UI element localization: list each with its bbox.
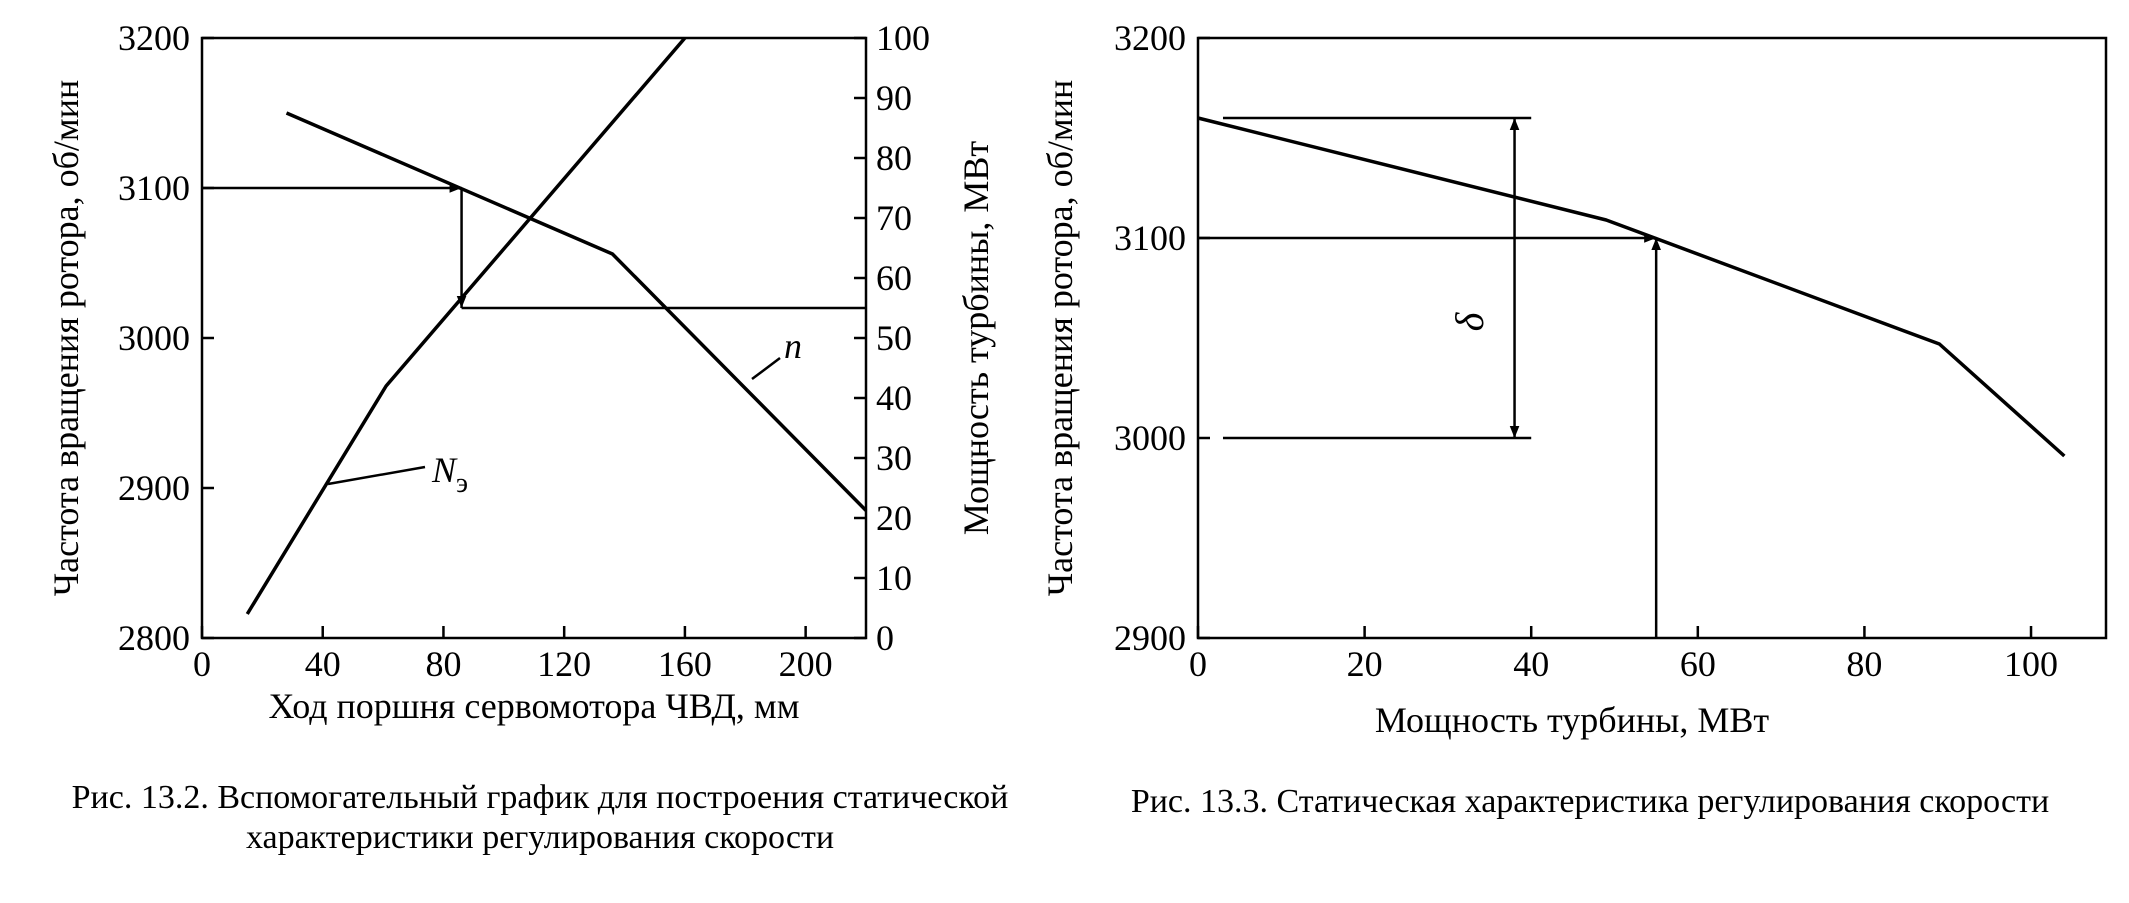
chart2-annotations xyxy=(1198,116,1661,638)
chart1-y2-tick-label: 20 xyxy=(876,498,912,538)
chart1-y-tick-label: 3200 xyxy=(118,18,190,58)
chart2-x-tick-label: 0 xyxy=(1189,644,1207,684)
chart1-y2-ticks: 0 10 20 30 40 50 60 70 80 90 100 xyxy=(854,18,930,658)
chart-servomotor-stroke: 0 40 80 120 160 200 2800 2900 3000 3100 3200 0 10 2… xyxy=(46,18,996,726)
chart2-delta-label: δ xyxy=(1447,311,1492,331)
chart1-x-tick-label: 160 xyxy=(658,644,712,684)
chart1-y-tick-label: 3100 xyxy=(118,168,190,208)
chart2-y-tick-label: 3100 xyxy=(1114,218,1186,258)
chart1-x-axis-label: Ход поршня сервомотора ЧВД, мм xyxy=(269,686,800,726)
chart1-y2-axis-label: Мощность турбины, МВт xyxy=(956,141,996,535)
chart1-y2-tick-label: 70 xyxy=(876,198,912,238)
chart1-x-tick-label: 0 xyxy=(193,644,211,684)
chart1-y2-tick-label: 0 xyxy=(876,618,894,658)
chart1-ne-label-main: N xyxy=(431,450,458,490)
chart1-y-tick-label: 3000 xyxy=(118,318,190,358)
chart1-y2-tick-label: 80 xyxy=(876,138,912,178)
chart1-n-label: n xyxy=(784,326,802,366)
chart1-y-tick-label: 2900 xyxy=(118,468,190,508)
chart2-series xyxy=(1197,116,2066,458)
chart1-ne-label: Nэ xyxy=(431,450,468,499)
chart1-ne-label-sub: э xyxy=(456,468,468,499)
chart1-y2-tick-label: 10 xyxy=(876,558,912,598)
chart1-y2-tick-label: 100 xyxy=(876,18,930,58)
chart1-x-ticks: 0 40 80 120 160 200 xyxy=(193,626,833,684)
chart2-plot-frame xyxy=(1196,36,2108,640)
chart1-x-tick-label: 120 xyxy=(537,644,591,684)
chart1-x-tick-label: 40 xyxy=(305,644,341,684)
chart1-plot-frame xyxy=(200,36,868,640)
chart2-y-tick-label: 3000 xyxy=(1114,418,1186,458)
chart2-x-tick-label: 100 xyxy=(2004,644,2058,684)
chart2-x-tick-label: 40 xyxy=(1513,644,1549,684)
figure-13-2-caption: Рис. 13.2. Вспомогательный график для по… xyxy=(71,779,1009,856)
chart-static-characteristic: 0 20 40 60 80 100 2900 3000 3100 3200 Мощность т… xyxy=(1040,18,2108,740)
chart2-x-tick-label: 20 xyxy=(1347,644,1383,684)
chart2-y-tick-label: 3200 xyxy=(1114,18,1186,58)
chart1-y2-tick-label: 40 xyxy=(876,378,912,418)
chart2-series-line-characteristic xyxy=(1197,116,2066,458)
chart2-x-tick-label: 60 xyxy=(1680,644,1716,684)
chart1-ne-label-leader xyxy=(327,465,426,486)
chart2-y-axis-label: Частота вращения ротора, об/мин xyxy=(1040,80,1080,596)
chart1-y-tick-label: 2800 xyxy=(118,618,190,658)
chart1-series xyxy=(245,36,868,615)
chart1-x-tick-label: 80 xyxy=(425,644,461,684)
chart2-y-ticks: 2900 3000 3100 3200 xyxy=(1114,18,1210,658)
chart1-annotations xyxy=(202,183,866,310)
chart1-y2-tick-label: 50 xyxy=(876,318,912,358)
chart1-n-label-leader xyxy=(751,357,781,380)
chart1-y-axis-label: Частота вращения ротора, об/мин xyxy=(46,80,86,596)
chart1-y2-tick-label: 30 xyxy=(876,438,912,478)
chart1-series-line-ne xyxy=(245,36,687,615)
figure-13-3-caption: Рис. 13.3. Статическая характеристика ре… xyxy=(1130,783,2050,820)
chart1-y2-tick-label: 60 xyxy=(876,258,912,298)
chart1-x-tick-label: 200 xyxy=(779,644,833,684)
chart1-y-ticks: 2800 2900 3000 3100 3200 xyxy=(118,18,214,658)
chart2-x-tick-label: 80 xyxy=(1846,644,1882,684)
chart2-x-axis-label: Мощность турбины, МВт xyxy=(1375,700,1769,740)
chart1-y2-tick-label: 90 xyxy=(876,78,912,118)
chart2-x-ticks: 0 20 40 60 80 100 xyxy=(1189,626,2058,684)
chart2-y-tick-label: 2900 xyxy=(1114,618,1186,658)
chart1-series-line-n xyxy=(285,111,868,512)
